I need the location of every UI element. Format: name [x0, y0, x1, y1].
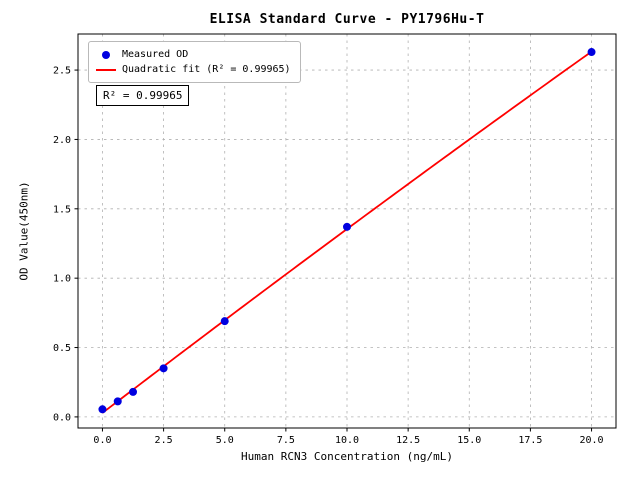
x-tick-label: 12.5	[396, 435, 420, 446]
x-axis-label: Human RCN3 Concentration (ng/mL)	[241, 450, 453, 463]
data-point	[159, 364, 168, 373]
x-tick-label: 0.0	[93, 435, 111, 446]
legend-label-quadratic-fit: Quadratic fit (R² = 0.99965)	[122, 64, 291, 75]
chart-title: ELISA Standard Curve - PY1796Hu-T	[209, 12, 485, 27]
fit-line-icon	[96, 68, 116, 71]
data-point	[113, 397, 122, 406]
x-tick-label: 10.0	[335, 435, 359, 446]
x-tick-label: 5.0	[216, 435, 234, 446]
legend-item-measured-od: Measured OD	[96, 47, 291, 62]
legend-box: Measured OD Quadratic fit (R² = 0.99965)	[88, 41, 301, 83]
legend-label-measured-od: Measured OD	[122, 49, 189, 60]
legend-item-quadratic-fit: Quadratic fit (R² = 0.99965)	[96, 62, 291, 77]
y-tick-label: 0.0	[53, 412, 71, 423]
x-tick-label: 7.5	[277, 435, 295, 446]
data-point	[98, 405, 107, 414]
scatter-marker-icon	[102, 50, 110, 59]
y-tick-label: 1.0	[53, 274, 71, 285]
data-point	[587, 48, 596, 57]
y-tick-label: 2.5	[53, 66, 71, 77]
data-point	[220, 317, 229, 326]
x-tick-label: 2.5	[155, 435, 173, 446]
x-tick-label: 17.5	[518, 435, 542, 446]
y-tick-label: 2.0	[53, 135, 71, 146]
r-squared-annotation: R² = 0.99965	[96, 85, 190, 106]
data-point	[343, 222, 351, 231]
y-tick-label: 0.5	[53, 343, 71, 354]
x-tick-label: 15.0	[457, 435, 481, 446]
y-tick-label: 1.5	[53, 204, 71, 215]
data-point	[129, 387, 138, 396]
x-tick-label: 20.0	[579, 435, 603, 446]
y-axis-label: OD Value(450nm)	[17, 181, 31, 281]
